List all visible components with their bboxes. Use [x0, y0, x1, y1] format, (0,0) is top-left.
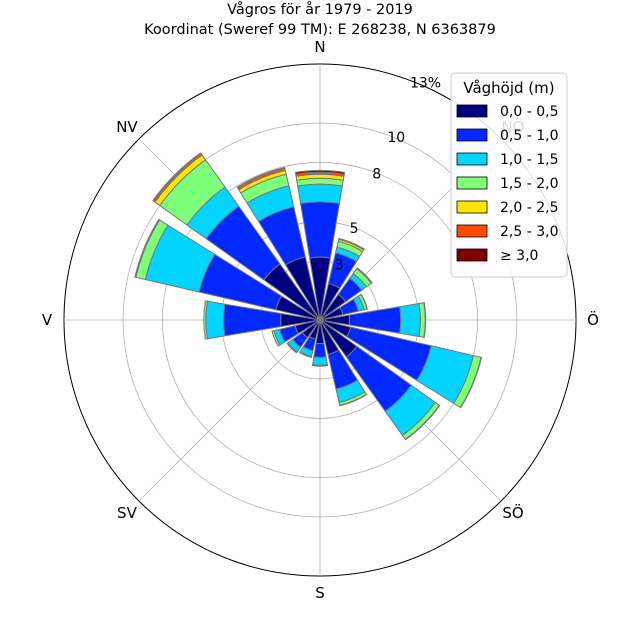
legend-swatch — [456, 176, 488, 190]
bar-segment-N-1 — [300, 201, 340, 259]
radial-tick-label: 5 — [350, 221, 359, 237]
legend-swatch — [456, 200, 488, 214]
legend-entry: 0,0 - 0,5 — [500, 104, 558, 120]
legend-entry: 2,5 - 3,0 — [500, 224, 558, 240]
bar-segment-Ö-2 — [399, 302, 421, 338]
bar-segment-NNV-6 — [236, 166, 286, 189]
direction-label: Ö — [587, 310, 599, 329]
bar-segment-S-2 — [311, 356, 329, 366]
bar-segment-VNV-4 — [134, 218, 161, 278]
bar-segment-V-3 — [203, 300, 208, 340]
direction-label: NV — [116, 118, 138, 136]
bar-segment-NNÖ-5 — [338, 237, 365, 251]
legend-swatch — [456, 248, 488, 262]
bar-segment-SSV-3 — [298, 351, 313, 359]
chart-subtitle: Koordinat (Sweref 99 TM): E 268238, N 63… — [144, 22, 496, 38]
legend-entry: 1,0 - 1,5 — [500, 152, 558, 168]
legend-swatch — [456, 152, 488, 166]
polar-bars — [134, 152, 483, 441]
bar-segment-V-2 — [205, 300, 226, 340]
legend-entry: 0,5 - 1,0 — [500, 128, 558, 144]
bar-segment-NV-6 — [152, 152, 202, 202]
bar-segment-SÖ-4 — [404, 404, 441, 441]
direction-label: N — [314, 38, 325, 56]
radial-tick-label: 13% — [410, 75, 441, 91]
direction-label: V — [42, 311, 53, 329]
bar-segment-ÖSÖ-4 — [459, 356, 483, 409]
bar-segment-S-3 — [311, 364, 329, 367]
direction-label: SÖ — [502, 503, 523, 522]
legend-title: Våghöjd (m) — [463, 79, 554, 97]
legend-entry: ≥ 3,0 — [500, 248, 538, 264]
angular-grid-line — [138, 319, 321, 502]
bar-segment-N-2 — [297, 183, 343, 205]
direction-label: S — [315, 584, 325, 602]
bar-segment-SSÖ-4 — [339, 393, 368, 407]
direction-label: SV — [117, 504, 138, 522]
bar-segment-NÖ-4 — [355, 267, 373, 285]
chart-title: Vågros för år 1979 - 2019 — [227, 1, 413, 18]
bar-segment-ÖNÖ-4 — [360, 293, 368, 310]
bar-segment-VSV-3 — [271, 330, 281, 347]
radial-tick-label: 3 — [335, 257, 344, 273]
legend-entry: 2,0 - 2,5 — [500, 200, 558, 216]
bar-segment-N-6 — [294, 169, 346, 175]
legend-swatch — [456, 128, 488, 142]
bar-segment-Ö-4 — [423, 302, 427, 338]
bar-segment-S-1 — [313, 342, 327, 358]
radial-tick-label: 10 — [387, 130, 405, 146]
bar-segment-SV-3 — [286, 342, 298, 354]
legend: Våghöjd (m) 0,0 - 0,5 0,5 - 1,0 1,0 - 1,5 1,… — [450, 72, 568, 278]
legend-swatch — [456, 104, 488, 118]
radial-tick-label: 8 — [372, 166, 381, 182]
legend-swatch — [456, 224, 488, 238]
legend-entry: 1,5 - 2,0 — [500, 176, 558, 192]
